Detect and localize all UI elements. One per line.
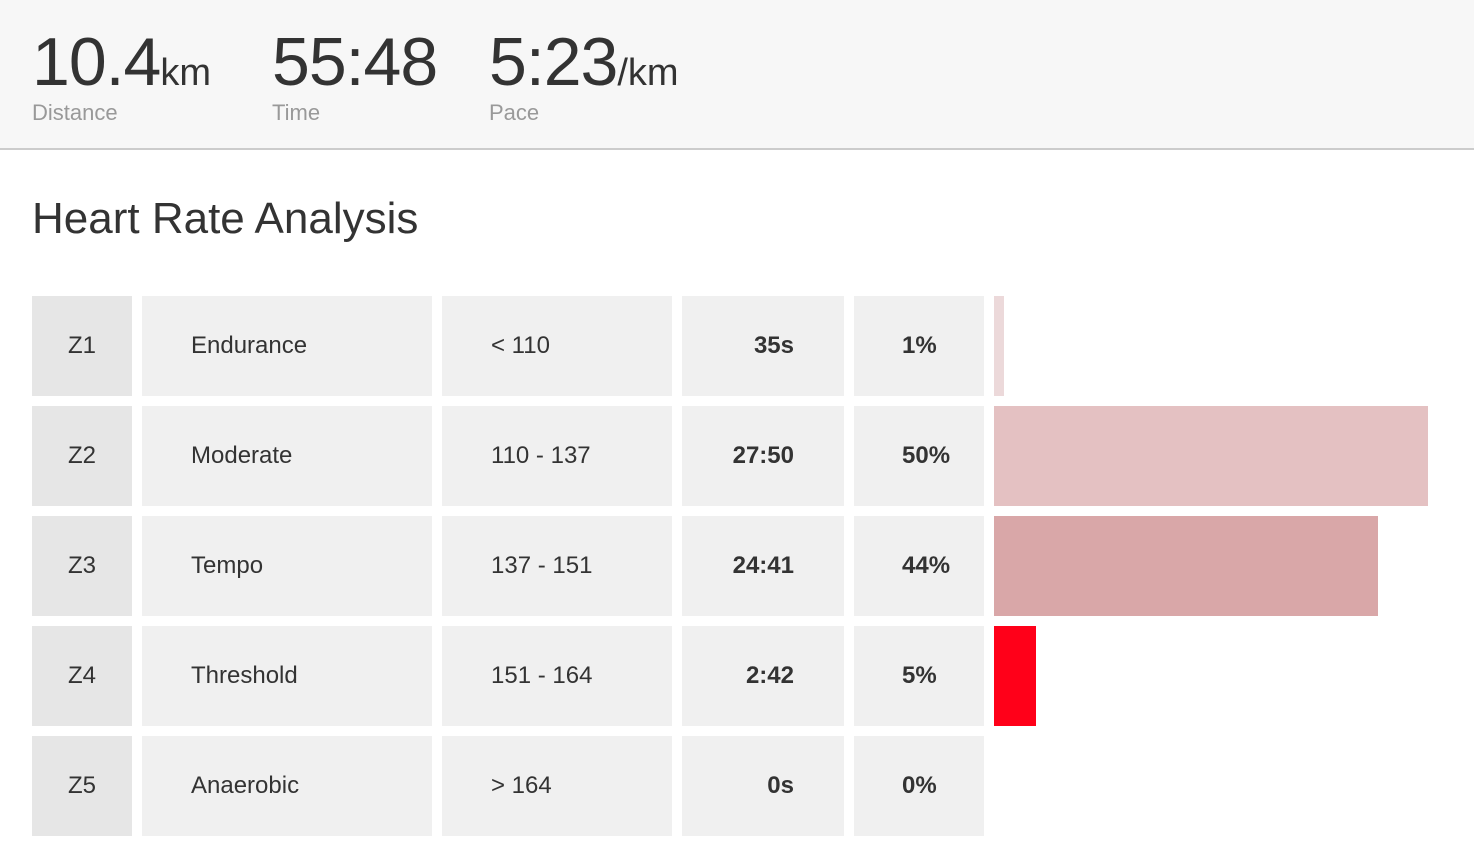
zone-bar-track xyxy=(994,516,1428,616)
zone-bar-track xyxy=(994,406,1428,506)
zone-bar-track xyxy=(994,626,1428,726)
zone-name: Tempo xyxy=(142,516,432,616)
zone-id: Z4 xyxy=(32,626,132,726)
zone-percent: 0% xyxy=(854,736,984,836)
zone-percent: 1% xyxy=(854,296,984,396)
zone-bar-z4 xyxy=(994,626,1037,726)
zone-bar-track xyxy=(994,296,1428,396)
zone-row-z5: Z5 Anaerobic > 164 0s 0% xyxy=(32,736,1474,836)
zone-bar-z3 xyxy=(994,516,1379,616)
zone-row-z2: Z2 Moderate 110 - 137 27:50 50% xyxy=(32,406,1474,506)
zone-id: Z5 xyxy=(32,736,132,836)
section-title: Heart Rate Analysis xyxy=(32,194,419,243)
time-label: Time xyxy=(272,100,321,125)
pace-value: 5:23 xyxy=(489,24,618,100)
zone-bar-z1 xyxy=(994,296,1004,396)
zone-name: Moderate xyxy=(142,406,432,506)
zone-range: 151 - 164 xyxy=(442,626,672,726)
pace-unit: /km xyxy=(617,52,679,94)
zone-id: Z1 xyxy=(32,296,132,396)
distance-value: 10.4 xyxy=(32,24,161,100)
zone-name: Anaerobic xyxy=(142,736,432,836)
zone-percent: 50% xyxy=(854,406,984,506)
zone-bar-z2 xyxy=(994,406,1428,506)
zone-time: 24:41 xyxy=(682,516,844,616)
zone-range: 137 - 151 xyxy=(442,516,672,616)
time-stat: 55:48 Time xyxy=(272,24,438,126)
zone-time: 27:50 xyxy=(682,406,844,506)
zone-name: Endurance xyxy=(142,296,432,396)
zone-range: < 110 xyxy=(442,296,672,396)
heart-rate-zones-table: Z1 Endurance < 110 35s 1% Z2 Moderate 11… xyxy=(32,296,1474,846)
zone-name: Threshold xyxy=(142,626,432,726)
pace-label: Pace xyxy=(489,100,540,125)
distance-stat: 10.4km Distance xyxy=(32,26,211,126)
zone-bar-track xyxy=(994,736,1428,836)
zone-time: 0s xyxy=(682,736,844,836)
distance-unit: km xyxy=(160,52,212,94)
zone-id: Z3 xyxy=(32,516,132,616)
zone-range: > 164 xyxy=(442,736,672,836)
zone-range: 110 - 137 xyxy=(442,406,672,506)
zone-time: 35s xyxy=(682,296,844,396)
time-value: 55:48 xyxy=(272,24,438,100)
zone-row-z3: Z3 Tempo 137 - 151 24:41 44% xyxy=(32,516,1474,616)
zone-time: 2:42 xyxy=(682,626,844,726)
zone-row-z4: Z4 Threshold 151 - 164 2:42 5% xyxy=(32,626,1474,726)
zone-percent: 5% xyxy=(854,626,984,726)
zone-id: Z2 xyxy=(32,406,132,506)
zone-percent: 44% xyxy=(854,516,984,616)
zone-row-z1: Z1 Endurance < 110 35s 1% xyxy=(32,296,1474,396)
pace-stat: 5:23/km Pace xyxy=(489,26,679,126)
distance-label: Distance xyxy=(32,100,118,125)
activity-summary: 10.4km Distance 55:48 Time 5:23/km Pace xyxy=(0,0,1474,150)
